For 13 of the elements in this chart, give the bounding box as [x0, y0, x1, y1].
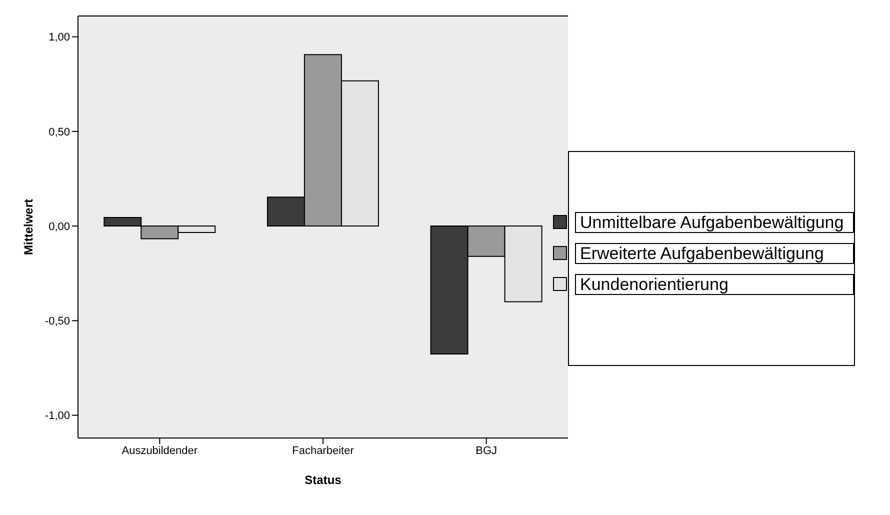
y-tick-label: 0,50 [48, 126, 70, 138]
x-axis-title: Status [304, 473, 342, 487]
x-tick-label: Auszubildender [122, 444, 198, 457]
y-tick-label: -0,50 [44, 316, 70, 328]
y-tick-label: -1,00 [44, 410, 70, 422]
legend-label: Erweiterte Aufgabenbewältigung [575, 242, 854, 264]
y-tick-label: 1,00 [48, 32, 70, 44]
x-tick-label: BGJ [476, 444, 498, 457]
y-axis-title: Mittelwert [21, 198, 36, 256]
legend-label: Kundenorientierung [575, 274, 854, 294]
y-tick-label: 0,00 [48, 220, 70, 233]
x-tick-label: Facharbeiter [292, 444, 354, 457]
legend-label: Unmittelbare Aufgabenbewältigung [575, 212, 854, 232]
